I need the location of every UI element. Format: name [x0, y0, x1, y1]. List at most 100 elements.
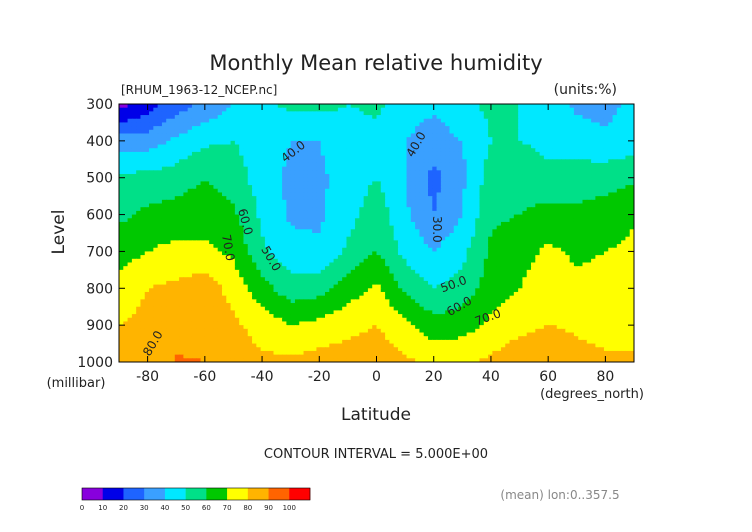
heat-cell: [174, 111, 180, 116]
heat-cell: [282, 236, 287, 241]
heat-cell: [556, 181, 562, 186]
heat-cell: [599, 244, 605, 249]
heat-cell: [423, 203, 429, 208]
heat-cell: [462, 126, 468, 131]
heat-cell: [282, 218, 287, 223]
heat-cell: [565, 118, 571, 124]
heat-cell: [548, 137, 554, 142]
heat-cell: [428, 174, 433, 179]
heat-cell: [556, 170, 562, 175]
heat-cell: [144, 192, 150, 197]
heat-cell: [548, 111, 554, 116]
heat-cell: [247, 244, 253, 249]
heat-cell: [320, 170, 326, 175]
heat-cell: [500, 162, 506, 168]
heat-cell: [603, 140, 609, 146]
heat-cell: [166, 203, 172, 208]
heat-cell: [222, 104, 227, 109]
heat-cell: [531, 185, 536, 190]
heat-cell: [393, 104, 399, 109]
heat-cell: [252, 251, 257, 256]
heat-cell: [531, 240, 536, 245]
heat-cell: [337, 218, 343, 223]
heat-cell: [316, 214, 322, 219]
heat-cell: [445, 118, 451, 124]
heat-cell: [187, 181, 193, 186]
heat-cell: [449, 207, 455, 212]
heat-cell: [179, 181, 184, 186]
heat-cell: [359, 181, 365, 186]
heat-cell: [591, 177, 596, 182]
heat-cell: [307, 174, 313, 179]
heat-cell: [329, 126, 335, 131]
heat-cell: [509, 225, 515, 230]
heat-cell: [307, 137, 313, 142]
heat-cell: [509, 115, 515, 120]
heat-cell: [432, 251, 438, 256]
heat-cell: [376, 107, 382, 112]
heat-cell: [320, 155, 326, 160]
heat-cell: [582, 196, 588, 201]
heat-cell: [209, 255, 215, 260]
heat-cell: [475, 151, 481, 157]
heat-cell: [157, 196, 163, 201]
heat-cell: [123, 133, 129, 138]
heat-cell: [144, 199, 150, 205]
heat-cell: [393, 229, 399, 234]
heat-cell: [548, 192, 554, 197]
heat-cell: [166, 225, 172, 230]
heat-cell: [496, 196, 502, 201]
heat-cell: [350, 188, 356, 194]
heat-cell: [252, 218, 257, 223]
heat-cell: [325, 159, 330, 164]
heat-cell: [629, 210, 634, 216]
heat-cell: [264, 199, 270, 205]
heat-cell: [243, 210, 249, 216]
heat-cell: [372, 236, 378, 241]
heat-cell: [436, 104, 442, 109]
heat-cell: [299, 236, 305, 241]
heat-cell: [363, 244, 369, 249]
heat-cell: [535, 140, 541, 146]
heat-cell: [565, 207, 571, 212]
heat-cell: [359, 166, 365, 171]
heat-cell: [294, 233, 300, 238]
heat-cell: [475, 144, 481, 149]
heat-cell: [200, 166, 206, 171]
heat-cell: [616, 159, 622, 164]
heat-cell: [389, 166, 395, 171]
heat-cell: [436, 137, 442, 142]
heat-cell: [462, 240, 468, 245]
heat-cell: [153, 148, 159, 153]
heat-cell: [573, 221, 579, 227]
heat-cell: [222, 170, 227, 175]
heat-cell: [531, 162, 536, 168]
heat-cell: [355, 118, 360, 124]
heat-cell: [496, 214, 502, 219]
heat-cell: [329, 207, 335, 212]
heat-cell: [565, 199, 571, 205]
heat-cell: [548, 199, 554, 205]
heat-cell: [582, 225, 588, 230]
heat-cell: [432, 166, 438, 171]
heat-cell: [136, 129, 142, 135]
heat-cell: [127, 115, 133, 120]
heat-cell: [127, 225, 133, 230]
heat-cell: [462, 247, 468, 253]
heat-cell: [595, 199, 601, 205]
heat-cell: [363, 185, 369, 190]
heat-cell: [294, 148, 300, 153]
heat-cell: [543, 244, 549, 249]
heat-cell: [578, 240, 584, 245]
heat-cell: [629, 133, 634, 138]
heat-cell: [612, 111, 618, 116]
heat-cell: [187, 233, 193, 238]
heat-cell: [174, 240, 180, 245]
heat-cell: [256, 196, 262, 201]
heat-cell: [329, 221, 335, 227]
heat-cell: [539, 144, 545, 149]
heat-cell: [500, 199, 506, 205]
heat-cell: [432, 185, 438, 190]
heat-cell: [286, 137, 292, 142]
heat-cell: [350, 207, 356, 212]
